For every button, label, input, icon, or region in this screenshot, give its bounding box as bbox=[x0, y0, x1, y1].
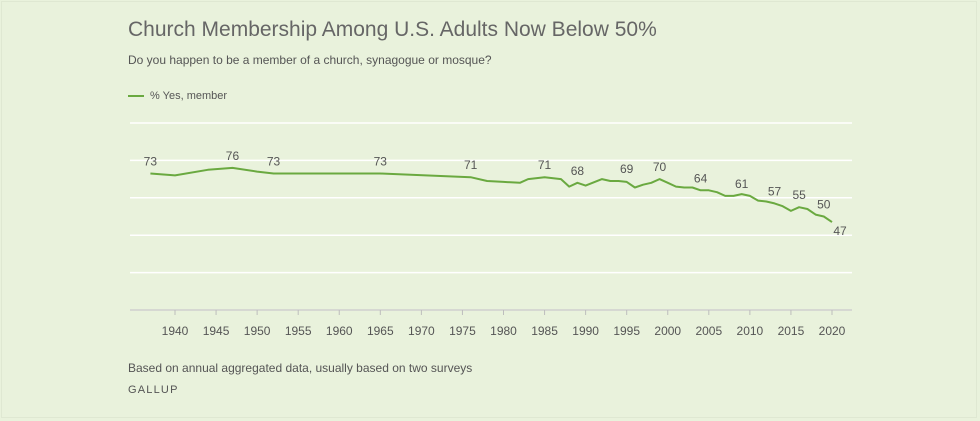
x-tick-label: 2020 bbox=[819, 324, 846, 338]
chart-subtitle: Do you happen to be a member of a church… bbox=[128, 53, 492, 67]
data-label: 71 bbox=[538, 158, 552, 172]
data-label: 73 bbox=[144, 154, 158, 168]
x-tick-label: 2005 bbox=[695, 324, 722, 338]
legend-label: % Yes, member bbox=[150, 90, 228, 102]
data-label: 71 bbox=[464, 158, 478, 172]
data-label: 76 bbox=[226, 149, 240, 163]
x-tick-label: 1950 bbox=[244, 324, 271, 338]
data-label: 69 bbox=[620, 162, 634, 176]
data-label: 57 bbox=[768, 184, 782, 198]
x-tick-label: 1945 bbox=[203, 324, 230, 338]
x-tick-label: 1940 bbox=[162, 324, 189, 338]
x-tick-label: 2000 bbox=[654, 324, 681, 338]
legend: % Yes, member bbox=[128, 90, 227, 102]
x-tick-label: 1965 bbox=[367, 324, 394, 338]
x-tick-label: 1955 bbox=[285, 324, 312, 338]
x-tick-label: 1985 bbox=[531, 324, 558, 338]
data-label: 73 bbox=[267, 154, 281, 168]
x-tick-label: 1980 bbox=[490, 324, 517, 338]
data-label: 73 bbox=[374, 154, 388, 168]
data-label: 64 bbox=[694, 171, 708, 185]
data-label: 55 bbox=[792, 188, 806, 202]
series-line bbox=[150, 166, 833, 223]
x-tick-label: 1975 bbox=[449, 324, 476, 338]
x-tick-label: 1995 bbox=[613, 324, 640, 338]
x-tick-label: 1970 bbox=[408, 324, 435, 338]
legend-swatch bbox=[128, 95, 144, 97]
data-label: 50 bbox=[817, 198, 831, 212]
x-tick-label: 2015 bbox=[778, 324, 805, 338]
chart-title: Church Membership Among U.S. Adults Now … bbox=[128, 18, 657, 41]
x-tick-label: 1990 bbox=[572, 324, 599, 338]
series-layer bbox=[150, 166, 833, 223]
data-label: 68 bbox=[571, 164, 585, 178]
data-label: 47 bbox=[833, 224, 847, 238]
x-axis: 1940 1945 1950 1955 1960 1965 1970 1975 1980 1985… bbox=[162, 310, 846, 338]
footnote: Based on annual aggregated data, usually… bbox=[128, 361, 473, 375]
x-tick-label: 1960 bbox=[326, 324, 353, 338]
x-tick-label: 2010 bbox=[737, 324, 764, 338]
gridlines bbox=[130, 122, 852, 311]
source-label: GALLUP bbox=[128, 384, 179, 396]
data-label: 61 bbox=[735, 177, 749, 191]
data-label: 70 bbox=[653, 160, 667, 174]
